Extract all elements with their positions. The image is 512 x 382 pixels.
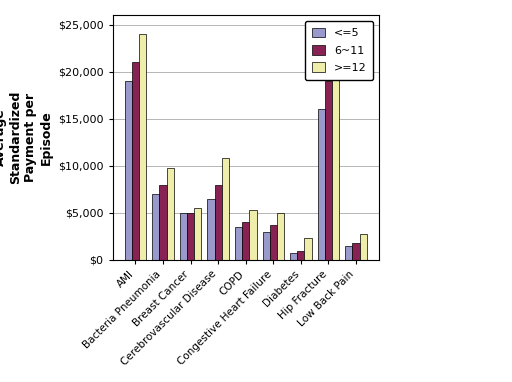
Y-axis label: Average
Standardized
Payment per
Episode: Average Standardized Payment per Episode [0,91,52,184]
Bar [159,185,166,260]
Bar [152,194,159,260]
Bar [249,210,257,260]
Bar [194,208,201,260]
Bar [187,213,194,260]
Bar [215,185,222,260]
Bar [235,227,242,260]
Bar [125,81,132,260]
Legend: <=5, 6~11, >=12: <=5, 6~11, >=12 [305,21,373,80]
Bar [263,231,270,260]
Bar [180,213,187,260]
Bar [325,81,332,260]
Bar [345,246,352,260]
Bar [352,243,359,260]
Bar [207,199,215,260]
Bar [332,67,339,260]
Bar [297,251,305,260]
Bar [270,225,277,260]
Bar [222,158,229,260]
Bar [290,253,297,260]
Bar [277,213,284,260]
Bar [132,62,139,260]
Bar [139,34,146,260]
Bar [242,222,249,260]
Bar [359,235,367,260]
Bar [305,238,312,260]
Bar [318,109,325,260]
Bar [166,168,174,260]
